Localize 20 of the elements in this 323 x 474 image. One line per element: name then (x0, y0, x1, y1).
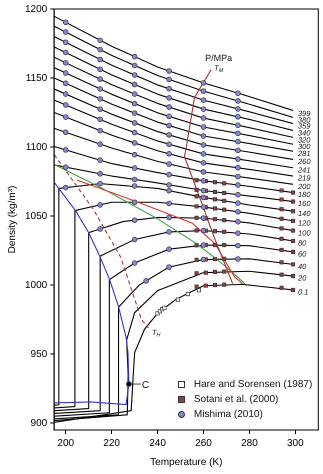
x-tick-label: 200 (57, 438, 75, 449)
x-tick-label: 240 (149, 438, 166, 449)
y-tick-label: 950 (30, 348, 48, 360)
y-tick-label: 1150 (26, 72, 48, 84)
legend-label: Hare and Sorensen (1987) (194, 378, 312, 392)
y-tick-label: 1000 (24, 280, 48, 291)
x-axis-title: Temperature (K) (150, 456, 222, 468)
legend-label: Sotani et al. (2000) (194, 393, 278, 407)
x-tick-label: 220 (103, 438, 120, 449)
y-tick-label: 1050 (24, 210, 48, 222)
y-tick-label: 900 (30, 418, 48, 429)
y-axis-title: Density (kg/m³) (6, 186, 18, 254)
x-tick-label: 260 (195, 438, 212, 449)
annotation: P/MPa (205, 53, 232, 64)
y-tick-label: 1200 (24, 4, 48, 15)
x-tick-label: 300 (286, 438, 304, 449)
x-tick-label: 280 (241, 438, 258, 449)
series-label: C (142, 380, 150, 391)
y-tick-label: 1100 (26, 142, 48, 153)
legend-label: Mishima (2010) (194, 408, 263, 422)
